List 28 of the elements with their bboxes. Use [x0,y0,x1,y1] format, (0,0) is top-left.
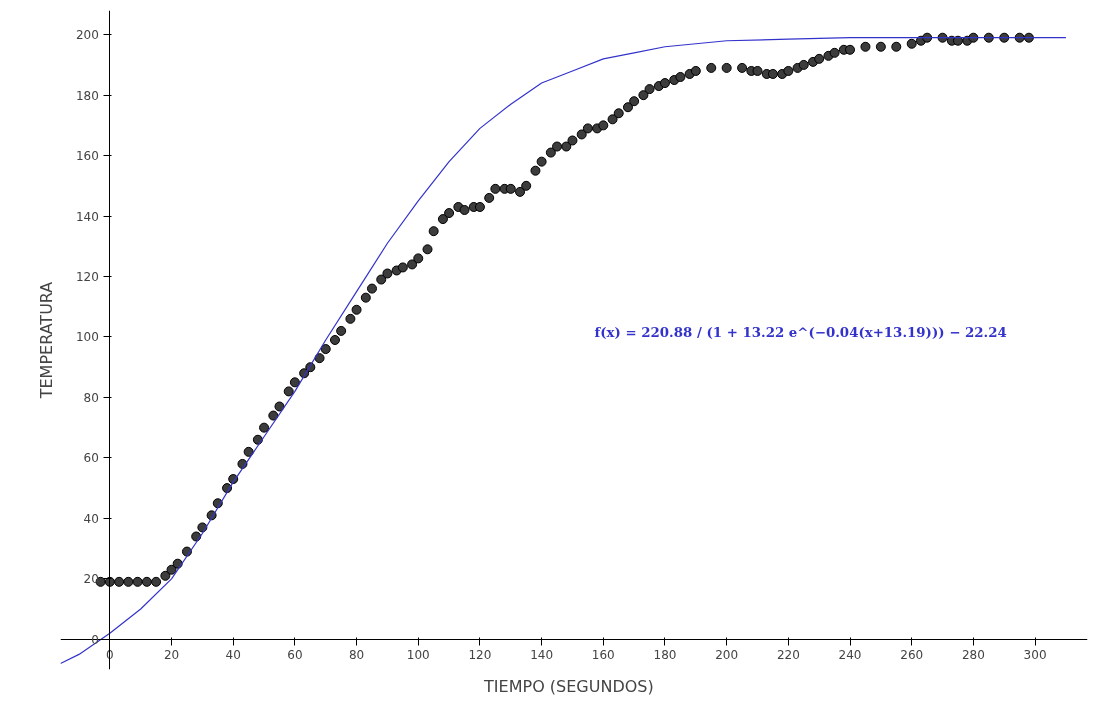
y-tick-label: 180 [75,88,99,103]
x-tick-label: 260 [900,648,924,663]
y-tick-label: 40 [83,511,99,526]
x-tick-label: 240 [838,648,862,663]
y-tick-label: 120 [75,270,99,285]
y-tick-label: 100 [75,330,99,345]
y-tick-label: 20 [83,572,99,587]
x-axis-title: TIEMPO (SEGUNDOS) [483,676,654,696]
x-tick-label: 180 [653,648,677,663]
x-tick-label: 220 [776,648,800,663]
x-tick-label: 80 [348,648,365,663]
x-tick-label: 160 [591,648,615,663]
x-tick-label: 120 [468,648,492,663]
x-tick-label: 60 [287,648,303,663]
x-tick-label: 40 [225,648,241,663]
x-tick-label: 100 [406,648,430,663]
x-tick-label: 140 [530,648,554,663]
x-tick-label: 20 [163,648,180,663]
y-tick-label: 200 [75,28,99,43]
x-tick-label: 280 [961,648,985,663]
x-tick-label: 200 [715,648,739,663]
y-tick-label: 160 [75,149,99,164]
y-tick-label: 80 [83,390,99,405]
y-tick-label: 140 [75,209,99,224]
y-tick-label: 60 [83,451,99,466]
x-tick-label: 300 [1023,648,1047,663]
y-axis-title: TEMPERATURA [36,281,56,400]
text: f(x) = 220.88 / (1 + 13.22 e^(−0.04(x+13.19))) − 22.24 [594,324,1007,340]
